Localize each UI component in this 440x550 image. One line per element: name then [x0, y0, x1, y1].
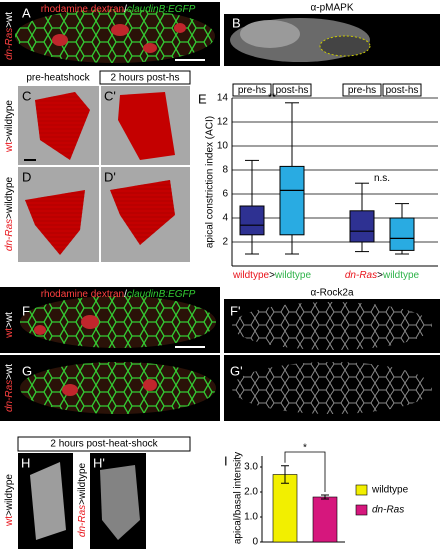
panel-a: A rhodamine dextran/claudinB:EGFP dn-Ras…	[0, 2, 220, 66]
side-part: >wildtype	[77, 462, 88, 504]
legend-swatch	[355, 484, 368, 496]
legend-label: dn-Ras	[372, 505, 404, 516]
y-axis-label: apical constriction index (ACI)	[205, 116, 216, 248]
group-label-part: wildtype	[232, 270, 270, 281]
panel-letter: E	[198, 91, 207, 106]
box	[349, 210, 375, 243]
side-label: wt>wildtype	[4, 100, 15, 153]
panel-letter: F'	[230, 303, 240, 318]
panel-letter: G'	[230, 363, 243, 378]
panel-header: rhodamine dextran/claudinB:EGFP	[41, 289, 196, 300]
side-part: dn-Ras	[4, 380, 15, 412]
y-tick-label: 2	[222, 237, 228, 248]
panel-letter: F	[22, 303, 30, 318]
panel-letter: A	[22, 5, 31, 20]
side-label: dn-Ras>wildtype	[77, 462, 88, 537]
panel-letter: G	[22, 363, 32, 378]
header-part: /	[124, 4, 127, 15]
panel-letter: C	[22, 88, 31, 103]
column-header: post-hs	[276, 85, 309, 96]
column-header: pre-hs	[238, 85, 266, 96]
significance-bracket	[284, 451, 326, 492]
panel-letter: I	[224, 453, 228, 468]
significance: **	[268, 92, 276, 103]
group-label-part: >	[377, 270, 383, 281]
column-header-box	[382, 83, 422, 97]
group-label-part: dn-Ras	[345, 270, 377, 281]
bar	[312, 496, 338, 543]
panel-letter: H'	[93, 455, 105, 470]
group-label-part: wildtype	[274, 270, 312, 281]
panel-fg: rhodamine dextran/claudinB:EGFP α-Rock2a…	[0, 287, 440, 421]
bar	[272, 474, 298, 543]
group-label: wildtype>wildtype	[232, 270, 312, 281]
significance: *	[303, 443, 307, 454]
panel-header: rhodamine dextran/claudinB:EGFP	[41, 4, 196, 15]
side-part: wt	[4, 516, 15, 527]
side-part: >wt	[4, 364, 15, 380]
box	[239, 205, 265, 236]
panel-b: α-pMAPK B	[224, 2, 440, 66]
y-tick-label: 6	[222, 189, 228, 200]
group-label-part: wildtype	[382, 270, 420, 281]
column-header: pre-hs	[348, 85, 376, 96]
side-label: wt>wt	[4, 312, 15, 339]
box	[389, 217, 415, 251]
y-tick-label: 10	[217, 141, 229, 152]
y-tick-label: 14	[217, 93, 229, 104]
side-part: >wt	[4, 12, 15, 28]
column-header: 2 hours post-hs	[111, 73, 180, 84]
y-tick-label: 2.0	[244, 487, 258, 498]
side-part: >wildtype	[4, 100, 15, 142]
column-header-box	[342, 83, 382, 97]
column-header-box	[272, 83, 312, 97]
panel-letter: B	[232, 15, 241, 30]
panel-header: α-pMAPK	[310, 3, 353, 14]
side-part: >wt	[4, 312, 15, 328]
side-label: dn-Ras>wt	[4, 364, 15, 412]
y-tick-label: 3.0	[244, 462, 258, 473]
box	[279, 165, 305, 236]
side-part: >wildtype	[4, 176, 15, 218]
header-part: claudinB:EGFP	[127, 289, 196, 300]
side-part: dn-Ras	[4, 219, 15, 251]
panel-header: α-Rock2a	[310, 288, 353, 299]
side-part: dn-Ras	[4, 28, 15, 60]
header-part: claudinB:EGFP	[127, 4, 196, 15]
side-part: >wildtype	[4, 474, 15, 516]
panel-h: 2 hours post-heat-shock H H' wt>wildtype…	[4, 436, 191, 549]
panel-letter: D	[22, 169, 31, 184]
column-header: 2 hours post-heat-shock	[50, 439, 158, 450]
y-axis-label: apical/basal intensity	[233, 452, 244, 544]
y-tick-label: 8	[222, 165, 228, 176]
y-tick-label: 1.0	[244, 512, 258, 523]
column-header: pre-heatshock	[26, 73, 90, 84]
y-tick-label: 4	[222, 213, 228, 224]
panel-letter: H	[21, 455, 30, 470]
group-label: dn-Ras>wildtype	[345, 270, 420, 281]
legend-swatch	[355, 504, 368, 516]
header-part: rhodamine dextran	[41, 4, 124, 15]
column-header: post-hs	[386, 85, 419, 96]
legend-label: wildtype	[371, 485, 409, 496]
header-part: rhodamine dextran	[41, 289, 124, 300]
group-label-part: >	[269, 270, 275, 281]
y-tick-label: 12	[217, 117, 229, 128]
significance: n.s.	[374, 173, 390, 184]
side-label: dn-Ras>wt	[4, 12, 15, 60]
panel-letter: D'	[104, 169, 116, 184]
side-part: wt	[4, 328, 15, 339]
side-part: wt	[4, 142, 15, 153]
header-part: /	[124, 289, 127, 300]
side-label: dn-Ras>wildtype	[4, 176, 15, 251]
y-tick-label: 0	[252, 537, 258, 548]
side-label: wt>wildtype	[4, 474, 15, 527]
panel-cd: pre-heatshock 2 hours post-hs C C' D D' …	[4, 70, 191, 262]
column-header-box	[232, 83, 272, 97]
side-part: dn-Ras	[77, 505, 88, 537]
panel-letter: C'	[104, 88, 116, 103]
